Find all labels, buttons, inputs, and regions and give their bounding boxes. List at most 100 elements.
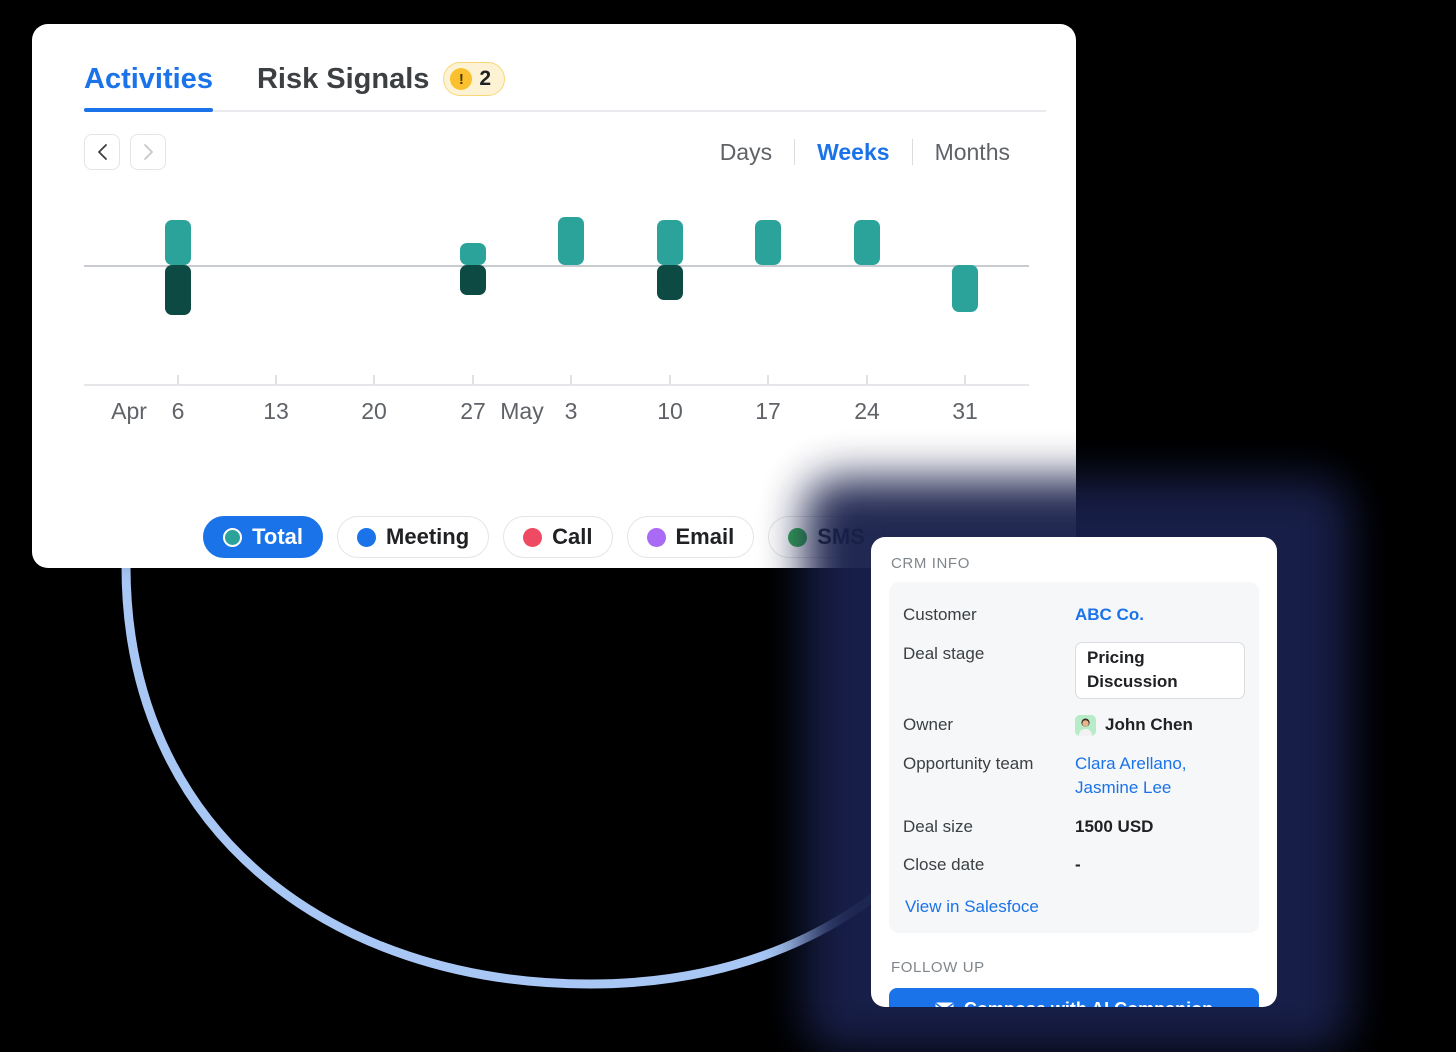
crm-key-opportunity-team: Opportunity team: [903, 753, 1034, 773]
chart-tick: [275, 375, 277, 385]
legend-color-dot: [523, 527, 543, 547]
tab-activities[interactable]: Activities: [84, 63, 213, 112]
chart-day-label: 6: [171, 398, 185, 424]
crm-value-close-date: -: [1075, 855, 1081, 875]
period-nav-group: [84, 134, 166, 170]
legend-pill-email[interactable]: Email: [626, 516, 755, 558]
crm-row-close-date: Close date -: [903, 846, 1245, 885]
crm-fields-box: Customer ABC Co. Deal stage Pricing Disc…: [889, 582, 1259, 934]
chart-tick: [866, 375, 868, 385]
tab-bar: Activities Risk Signals ! 2: [32, 24, 1076, 112]
owner-name: John Chen: [1105, 714, 1193, 734]
risk-signals-count: 2: [479, 67, 492, 90]
chart-month-label: May: [500, 398, 544, 424]
chart-bar[interactable]: [165, 265, 191, 315]
chart-day-label: 3: [564, 398, 578, 424]
chart-zero-line: [84, 265, 1029, 267]
chart-tick: [669, 375, 671, 385]
chart-bar[interactable]: [657, 265, 683, 300]
prev-period-button[interactable]: [84, 134, 120, 170]
chart-bar[interactable]: [854, 220, 880, 265]
chart-plot-area: [84, 194, 1029, 386]
legend-label: Call: [552, 524, 593, 549]
legend-pill-call[interactable]: Call: [503, 516, 613, 558]
chart-bar[interactable]: [460, 243, 486, 265]
chart-x-tick-labels: Apr 6 13 20 27 May 3 10 17 24 31: [84, 398, 1029, 432]
crm-key-deal-size: Deal size: [903, 816, 973, 836]
legend-pill-meeting[interactable]: Meeting: [337, 516, 490, 558]
crm-value-customer[interactable]: ABC Co.: [1075, 605, 1144, 624]
chart-tick: [373, 375, 375, 385]
chart-bar[interactable]: [558, 217, 584, 265]
chart-bar[interactable]: [755, 220, 781, 265]
chart-day-label: 31: [952, 398, 978, 424]
legend-label: Total: [252, 524, 304, 549]
tab-activities-label: Activities: [84, 63, 213, 95]
crm-key-customer: Customer: [903, 605, 977, 624]
chart-controls: Days Weeks Months: [32, 112, 1076, 170]
crm-row-customer: Customer ABC Co.: [903, 596, 1245, 635]
chart-day-label: 13: [263, 398, 289, 424]
follow-up-label: FOLLOW UP: [891, 959, 985, 977]
tab-risk-signals-label: Risk Signals: [256, 62, 430, 95]
crm-value-owner-wrap: John Chen: [1075, 713, 1245, 738]
range-divider: [911, 139, 913, 165]
crm-row-owner: Owner John Chen: [903, 706, 1245, 745]
chart-tick: [570, 375, 572, 385]
chart-tick: [472, 375, 474, 385]
chevron-left-icon: [97, 144, 107, 160]
chart-tick: [964, 375, 966, 385]
legend-color-dot: [646, 527, 666, 547]
activities-card: Activities Risk Signals ! 2: [32, 24, 1076, 568]
crm-value-deal-stage-wrap: Pricing Discussion: [1075, 641, 1245, 699]
legend-label: Email: [675, 524, 735, 549]
legend-color-dot: [788, 527, 808, 547]
chart-day-label: 17: [755, 398, 781, 424]
chart-day-label: 10: [657, 398, 683, 424]
crm-key-close-date: Close date: [903, 855, 985, 875]
avatar: [1075, 714, 1096, 736]
chart-month-label: Apr: [111, 398, 147, 424]
next-period-button[interactable]: [130, 134, 166, 170]
deal-stage-chip: Pricing Discussion: [1075, 641, 1245, 699]
activities-chart: Apr 6 13 20 27 May 3 10 17 24 31: [84, 170, 1032, 470]
compose-button-label: Compose with AI Companion: [964, 999, 1213, 1007]
crm-row-deal-size: Deal size 1500 USD: [903, 808, 1245, 847]
chart-x-axis: [84, 384, 1029, 386]
crm-value-deal-size: 1500 USD: [1075, 816, 1154, 836]
chart-bar[interactable]: [460, 265, 486, 295]
user-avatar-icon: [1075, 714, 1096, 736]
range-selector: Days Weeks Months: [698, 139, 1032, 166]
legend-color-dot: [223, 527, 243, 547]
range-option-days[interactable]: Days: [719, 138, 773, 165]
chevron-right-icon: [143, 144, 153, 160]
chart-day-label: 24: [854, 398, 880, 424]
view-in-salesforce-link[interactable]: View in Salesfoce: [905, 897, 1039, 917]
chart-tick: [177, 375, 179, 385]
chart-day-label: 27: [460, 398, 486, 424]
chart-day-label: 20: [361, 398, 387, 424]
chart-bar[interactable]: [657, 220, 683, 265]
crm-info-panel: CRM INFO Customer ABC Co. Deal stage Pri…: [871, 537, 1277, 1007]
crm-key-owner: Owner: [903, 714, 954, 734]
crm-key-deal-stage: Deal stage: [903, 643, 985, 663]
chart-tick: [767, 375, 769, 385]
chart-bar[interactable]: [165, 220, 191, 265]
tab-underline-track: [84, 110, 1046, 112]
risk-signals-badge: ! 2: [443, 62, 506, 96]
crm-row-opportunity-team: Opportunity team Clara Arellano, Jasmine…: [903, 745, 1245, 808]
crm-value-opportunity-team[interactable]: Clara Arellano, Jasmine Lee: [1075, 753, 1187, 798]
range-option-months[interactable]: Months: [934, 138, 1010, 165]
envelope-icon: [935, 1002, 954, 1007]
crm-info-label: CRM INFO: [891, 555, 970, 572]
range-option-weeks[interactable]: Weeks: [817, 138, 890, 165]
compose-with-ai-companion-button[interactable]: Compose with AI Companion: [889, 988, 1259, 1007]
warning-icon: !: [450, 68, 473, 90]
legend-label: Meeting: [386, 524, 470, 549]
range-divider: [794, 139, 796, 165]
legend-pill-total[interactable]: Total: [203, 516, 324, 558]
legend-color-dot: [357, 527, 377, 547]
tab-risk-signals[interactable]: Risk Signals ! 2: [256, 62, 506, 112]
chart-bar[interactable]: [952, 265, 978, 312]
